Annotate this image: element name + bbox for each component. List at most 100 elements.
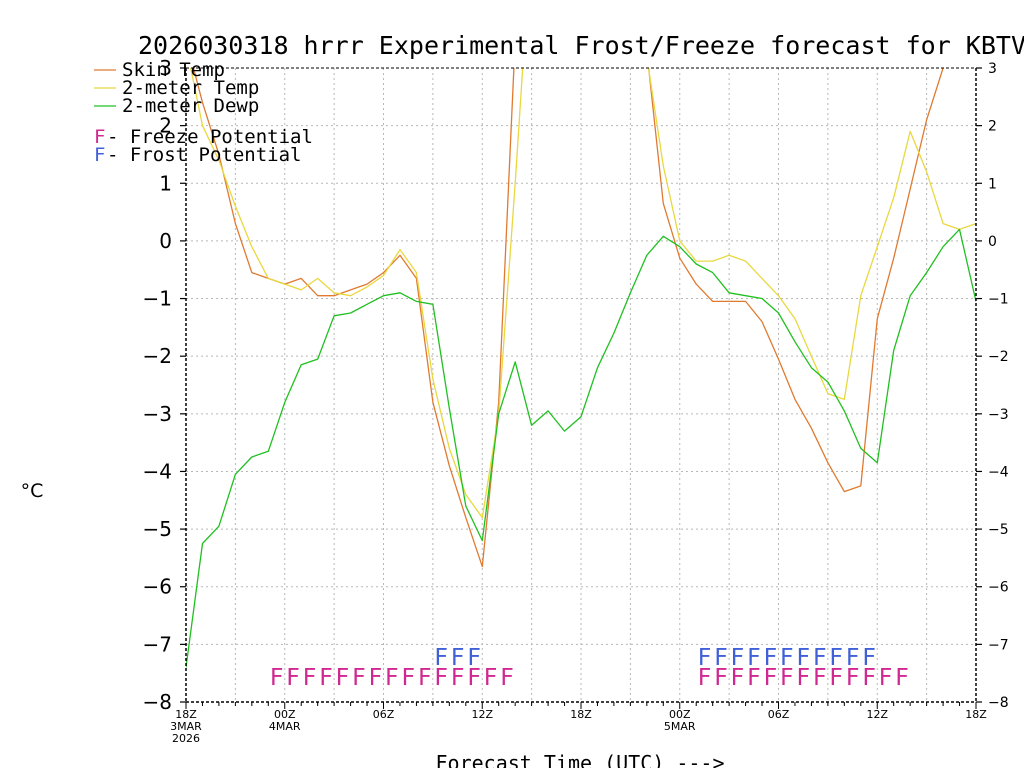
y-tick-label-right-7: −4 <box>988 464 1009 480</box>
y-tick-label-right-4: −1 <box>988 292 1009 308</box>
x-tick-label-2-0: 06Z <box>373 708 395 721</box>
freeze-marker-21: F <box>796 665 810 691</box>
frost-marker-7: F <box>763 645 777 671</box>
y-tick-label-right-5: −2 <box>988 349 1009 365</box>
y-tick-label-right-3: 0 <box>988 234 997 250</box>
freeze-marker-6: F <box>368 665 382 691</box>
y-tick-label-left-6: −3 <box>143 402 172 426</box>
frost-marker-5: F <box>730 645 744 671</box>
x-tick-label-6-0: 06Z <box>768 708 790 721</box>
y-tick-label-left-4: −1 <box>143 287 172 311</box>
chart-title: 2026030318 hrrr Experimental Frost/Freez… <box>138 31 1024 60</box>
tick-marks <box>180 67 982 709</box>
freeze-marker-9: F <box>418 665 432 691</box>
frost-marker-9: F <box>796 645 810 671</box>
y-tick-label-left-10: −7 <box>143 632 172 656</box>
freeze-marker-22: F <box>813 665 827 691</box>
potential-markers: F F F F F F F F F F F F F FF F F F F F F F F F F F F F F F F F F F F F F F F F… <box>270 645 909 691</box>
x-tick-label-1-0: 00Z <box>274 708 296 721</box>
y-axis-label: °C <box>21 480 44 502</box>
frost-marker-6: F <box>747 645 761 671</box>
series-line-2-meter-temp <box>190 68 976 519</box>
y-tick-label-left-7: −4 <box>143 459 172 483</box>
y-tick-labels-right: 3 2 1 0 −1 −2 −3 −4 −5 −6 −7 −8 <box>988 61 1009 711</box>
freeze-marker-2: F <box>303 665 317 691</box>
y-tick-label-left-8: −5 <box>143 517 172 541</box>
freeze-marker-26: F <box>879 665 893 691</box>
frost-marker-8: F <box>780 645 794 671</box>
freeze-marker-17: F <box>730 665 744 691</box>
x-tick-label-3-0: 12Z <box>471 708 493 721</box>
frost-marker-11: F <box>829 645 843 671</box>
frost-marker-0: F <box>434 645 448 671</box>
freeze-marker-1: F <box>286 665 300 691</box>
freeze-marker-12: F <box>467 665 481 691</box>
y-tick-label-right-11: −8 <box>988 695 1009 711</box>
freeze-marker-5: F <box>352 665 366 691</box>
x-tick-label-0-0: 18Z <box>175 708 197 721</box>
y-tick-label-left-5: −2 <box>143 344 172 368</box>
series-line-2-meter-dewp <box>186 228 976 668</box>
y-tick-label-left-9: −6 <box>143 575 172 599</box>
y-tick-label-right-9: −6 <box>988 580 1009 596</box>
series-line-skin-temp <box>192 68 944 568</box>
freeze-marker-10: F <box>434 665 448 691</box>
legend-entry-0: Skin Temp <box>122 59 225 81</box>
freeze-marker-20: F <box>780 665 794 691</box>
freeze-marker-23: F <box>829 665 843 691</box>
x-tick-label-0-2: 2026 <box>172 732 200 745</box>
y-tick-label-left-2: 1 <box>159 171 172 195</box>
freeze-marker-13: F <box>484 665 498 691</box>
frost-marker-4: F <box>714 645 728 671</box>
frost-marker-1: F <box>451 645 465 671</box>
y-tick-label-right-6: −3 <box>988 407 1009 423</box>
frost-marker-13: F <box>862 645 876 671</box>
legend-marker-letter-1: F <box>94 144 105 166</box>
x-tick-label-0-1: 3MAR <box>170 720 202 733</box>
freeze-marker-14: F <box>500 665 514 691</box>
frost-marker-10: F <box>813 645 827 671</box>
y-tick-label-left-11: −8 <box>143 690 172 714</box>
freeze-marker-27: F <box>895 665 909 691</box>
legend-marker-letter-0: F <box>94 126 105 148</box>
x-tick-label-5-1: 5MAR <box>664 720 696 733</box>
y-tick-labels-left: 3 2 1 0 −1 −2 −3 −4 −5 −6 −7 −8 <box>143 56 172 714</box>
y-tick-label-right-10: −7 <box>988 637 1009 653</box>
series-group <box>186 68 976 668</box>
frost-marker-12: F <box>846 645 860 671</box>
x-tick-label-4-0: 18Z <box>570 708 592 721</box>
freeze-marker-19: F <box>763 665 777 691</box>
legend-entry-2: 2-meter Dewp <box>122 95 259 117</box>
freeze-marker-3: F <box>319 665 333 691</box>
freeze-marker-11: F <box>451 665 465 691</box>
legend-entry-1: 2-meter Temp <box>122 77 259 99</box>
freeze-marker-18: F <box>747 665 761 691</box>
x-tick-label-7-0: 12Z <box>866 708 888 721</box>
y-tick-label-left-3: 0 <box>159 229 172 253</box>
legend-marker-label-1: - Frost Potential <box>107 144 301 166</box>
freeze-marker-15: F <box>698 665 712 691</box>
x-axis-label: Forecast Time (UTC) ---> <box>436 751 725 768</box>
freeze-marker-16: F <box>714 665 728 691</box>
y-tick-label-right-8: −5 <box>988 522 1009 538</box>
freeze-marker-25: F <box>862 665 876 691</box>
y-tick-label-right-1: 2 <box>988 119 997 135</box>
y-tick-label-left-0: 3 <box>159 56 172 80</box>
frost-marker-2: F <box>467 645 481 671</box>
frost-marker-3: F <box>698 645 712 671</box>
x-tick-label-5-0: 00Z <box>669 708 691 721</box>
y-tick-label-left-1: 2 <box>159 114 172 138</box>
legend-marker-label-0: - Freeze Potential <box>107 126 313 148</box>
grid-lines <box>186 67 976 703</box>
freeze-marker-7: F <box>385 665 399 691</box>
y-tick-label-right-0: 3 <box>988 61 997 77</box>
freeze-marker-0: F <box>270 665 284 691</box>
y-tick-label-right-2: 1 <box>988 176 997 192</box>
x-tick-label-8-0: 18Z <box>965 708 987 721</box>
freeze-marker-8: F <box>401 665 415 691</box>
freeze-marker-24: F <box>846 665 860 691</box>
freeze-marker-4: F <box>335 665 349 691</box>
